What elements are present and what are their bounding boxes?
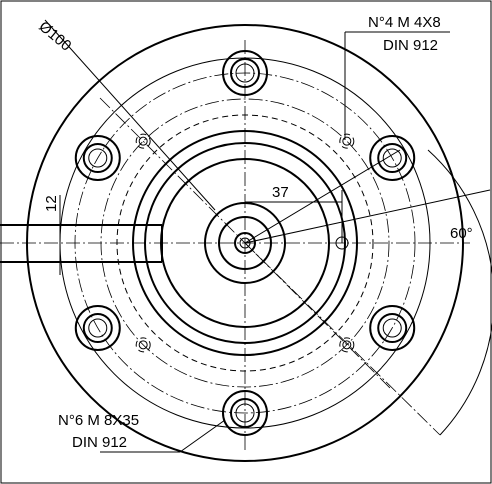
diameter-label: Ø100 (35, 18, 74, 55)
screw-label: N°6 M 8X35 (58, 412, 139, 429)
hole (343, 137, 351, 145)
dimension: 37 (272, 184, 289, 201)
angle-label: 60° (450, 225, 473, 242)
screw-standard: DIN 912 (72, 434, 127, 451)
hole (340, 134, 354, 148)
screw-label: N°4 M 4X8 (368, 14, 441, 31)
dimension: 12 (43, 195, 60, 212)
drawing: Ø100 N°4 M 4X8 DIN 912 37 12 60° N°6 M 8… (0, 0, 492, 484)
screw-standard: DIN 912 (383, 37, 438, 54)
